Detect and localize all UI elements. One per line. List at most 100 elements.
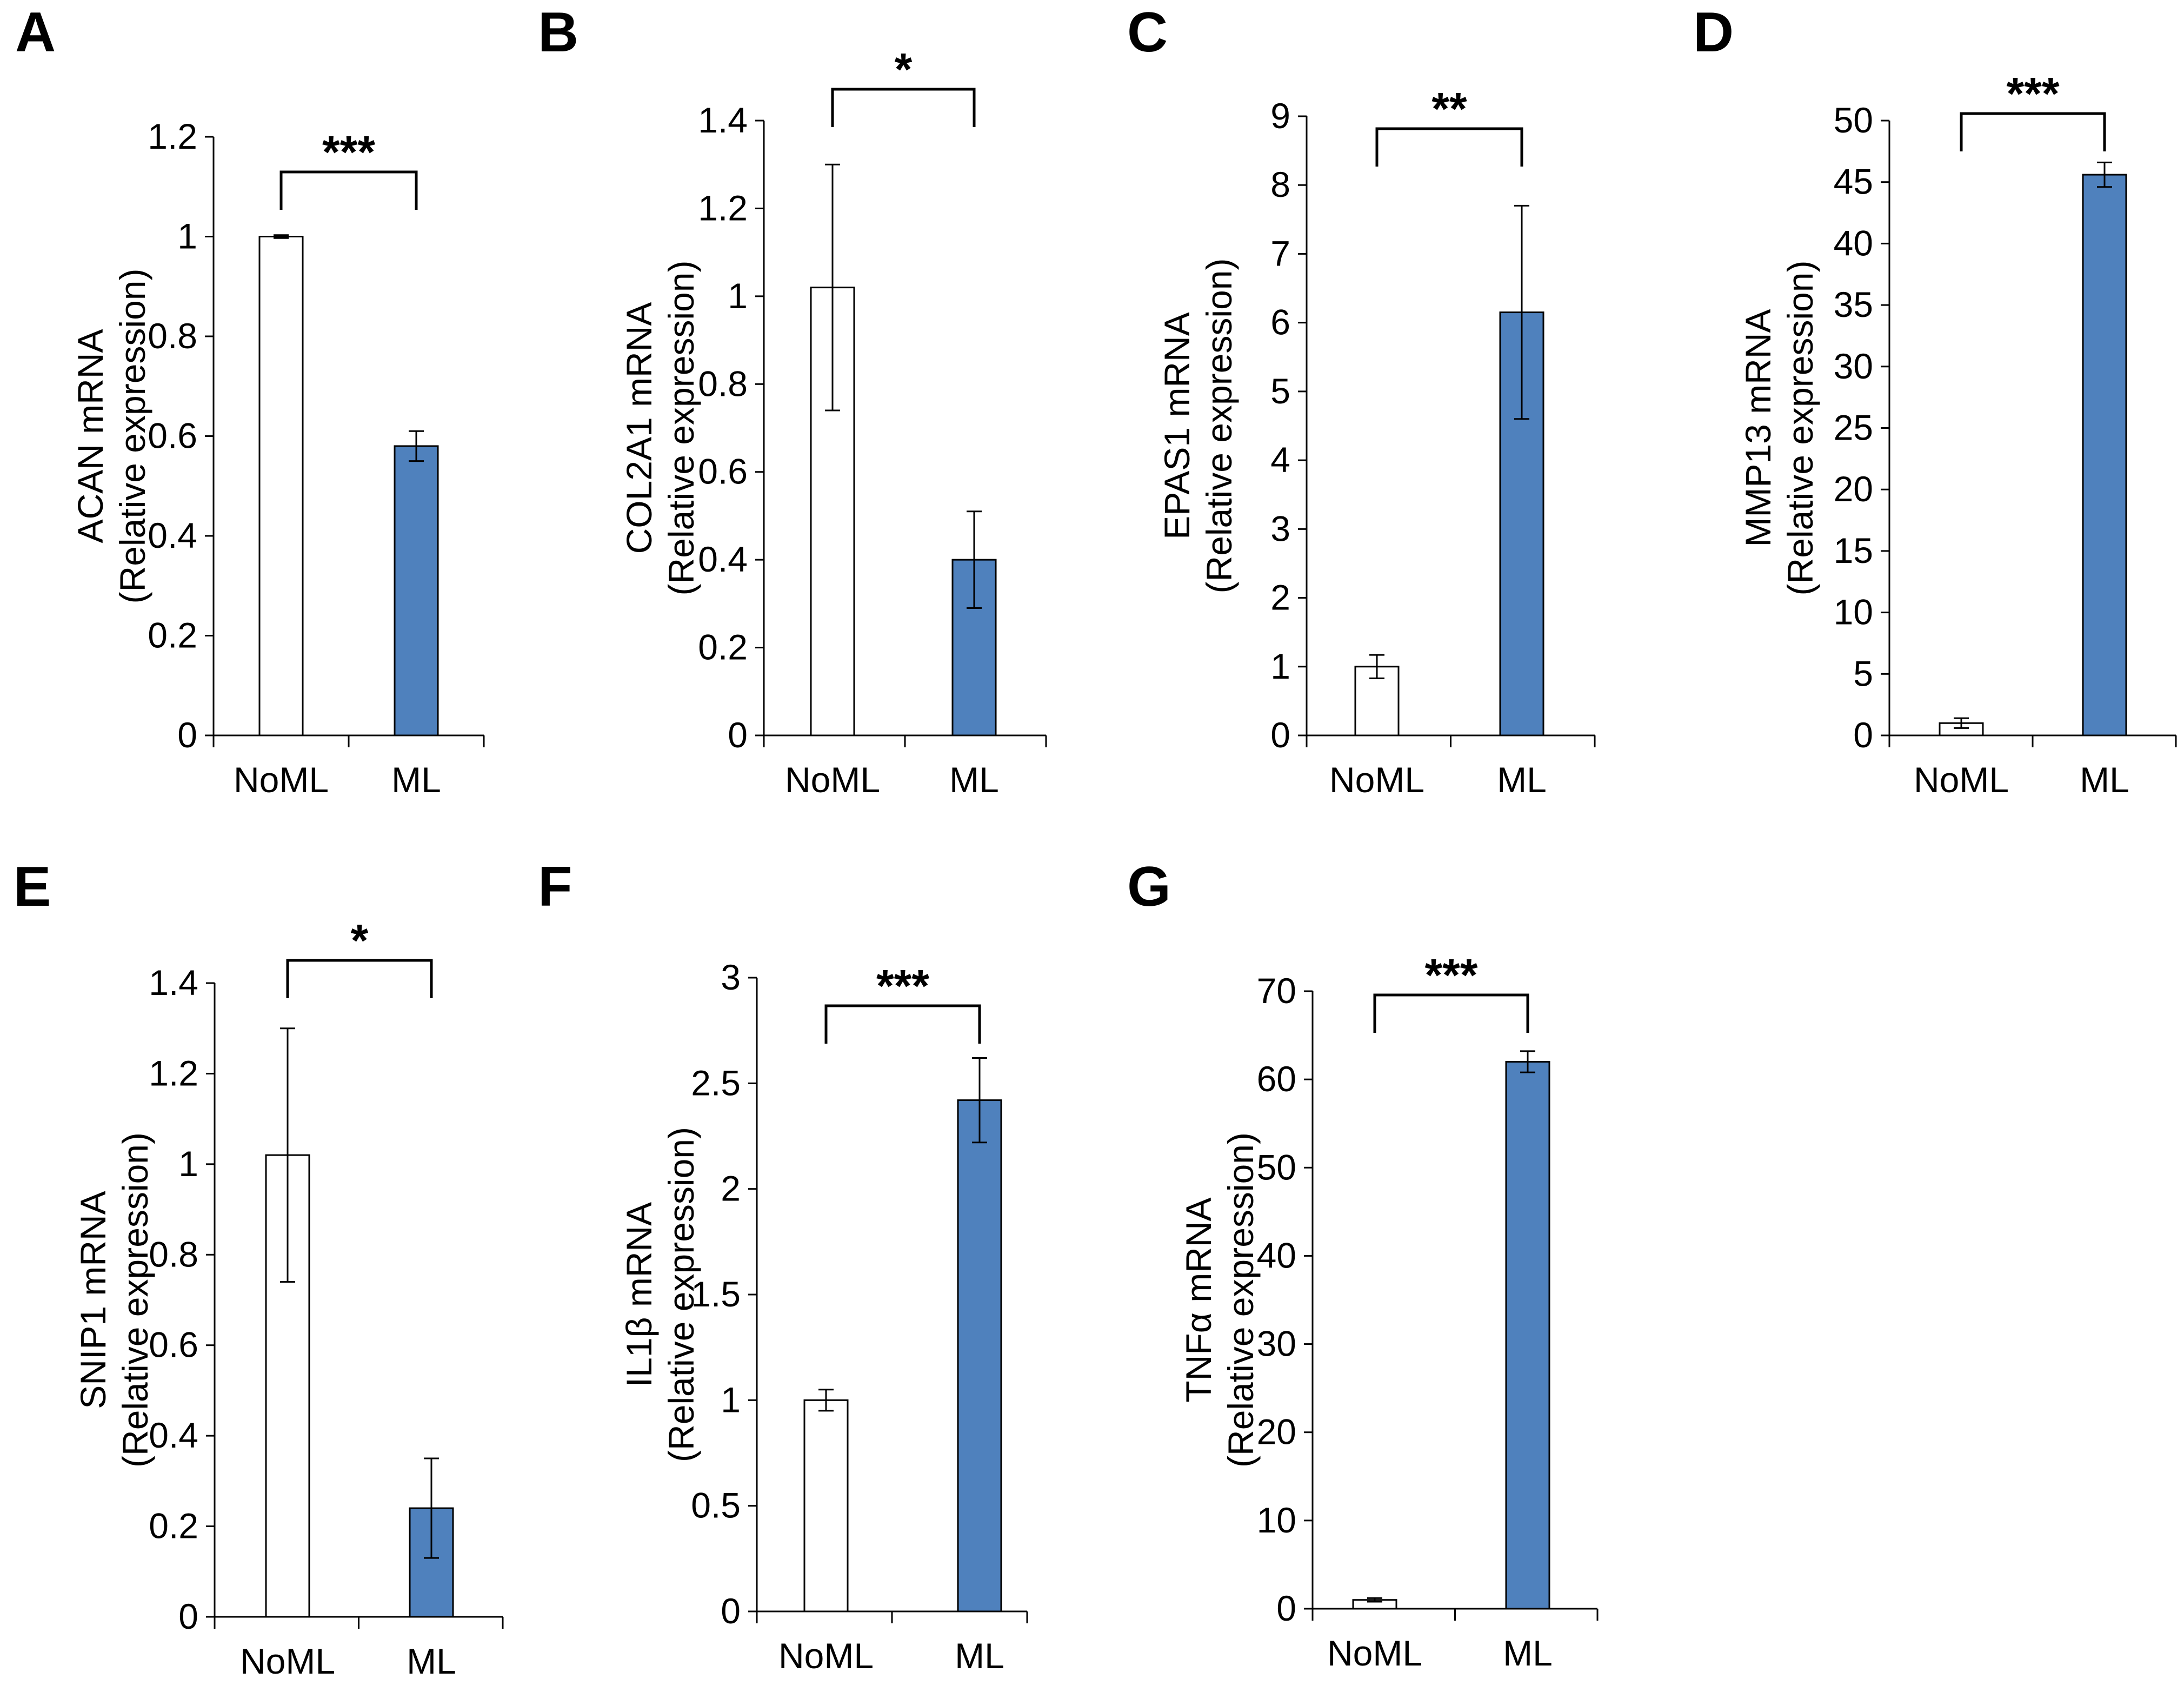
y-axis-title: IL1β mRNA(Relative expression): [619, 1127, 701, 1462]
y-axis-title-unit: (Relative expression): [115, 1132, 155, 1468]
x-tick-label: NoML: [1329, 760, 1424, 800]
significance-bracket: [286, 959, 433, 998]
significance-stars: ***: [1424, 950, 1477, 1000]
y-tick-label: 0.5: [691, 1485, 741, 1525]
chart-panel-a: A 0 0.2 0.4 0.6 0.8 1 1.2 NoML ML ACAN mRNA(Relati…: [15, 1, 485, 800]
y-tick-label: 0.8: [698, 363, 748, 403]
y-tick-label: 40: [1834, 223, 1873, 263]
y-axis-title-gene: ACAN mRNA: [70, 329, 110, 543]
y-tick-label: 1.4: [149, 963, 198, 1003]
y-tick-label: 10: [1834, 592, 1873, 632]
y-axis-title: SNIP1 mRNA(Relative expression): [73, 1132, 155, 1468]
y-tick-label: 0.2: [148, 615, 197, 655]
y-tick-label: 3: [1270, 508, 1290, 548]
y-axis-title-gene: SNIP1 mRNA: [73, 1191, 113, 1409]
panel-label: D: [1693, 1, 1734, 64]
significance-stars: *: [895, 44, 913, 95]
y-tick-label: 5: [1853, 653, 1873, 693]
y-tick-label: 0.4: [698, 539, 748, 579]
significance-stars: ***: [2006, 68, 2059, 119]
y-tick-label: 1: [728, 276, 748, 316]
bar-ml: [1505, 1061, 1550, 1610]
y-tick-label: 0: [1270, 715, 1290, 755]
y-axis-title-unit: (Relative expression): [1780, 261, 1820, 596]
x-tick-label: ML: [949, 760, 999, 800]
y-tick-label: 20: [1834, 469, 1873, 509]
y-tick-label: 35: [1834, 284, 1873, 324]
y-tick-label: 2: [721, 1169, 741, 1209]
y-axis-title: TNFα mRNA(Relative expression): [1178, 1132, 1261, 1468]
significance-bracket: [279, 170, 418, 210]
chart-panel-g: G 0 10 20 30 40 50 60 70 NoML ML TNFα mRNA(Relative…: [1127, 855, 1599, 1673]
y-tick-label: 30: [1257, 1324, 1296, 1364]
y-tick-label: 1.5: [691, 1274, 741, 1314]
x-tick-label: ML: [2080, 760, 2129, 800]
y-tick-label: 0: [177, 715, 197, 755]
y-tick-label: 1.2: [698, 188, 748, 228]
x-tick-label: ML: [955, 1636, 1004, 1676]
x-tick-label: ML: [391, 760, 441, 800]
panel-label: B: [538, 1, 578, 64]
chart-panel-b: B 0 0.2 0.4 0.6 0.8 1 1.2 1.4 NoML ML COL2A1 mRNA(R…: [538, 1, 1047, 800]
y-tick-label: 0: [178, 1596, 198, 1636]
y-tick-label: 7: [1270, 233, 1290, 273]
x-tick-label: NoML: [234, 760, 329, 800]
y-tick-label: 1: [177, 216, 197, 256]
bar-ml: [2082, 174, 2127, 736]
y-tick-label: 2.5: [691, 1063, 741, 1103]
significance-stars: ***: [876, 960, 929, 1011]
significance-stars: ***: [322, 127, 375, 177]
y-axis-title-gene: MMP13 mRNA: [1738, 309, 1778, 547]
y-axis-title-gene: COL2A1 mRNA: [619, 302, 659, 554]
significance-bracket: [831, 88, 976, 127]
bar-noml: [803, 1399, 849, 1613]
y-tick-label: 40: [1257, 1235, 1296, 1275]
y-tick-label: 8: [1270, 164, 1290, 204]
y-tick-label: 0.6: [698, 452, 748, 492]
y-tick-label: 0.4: [149, 1415, 198, 1455]
y-tick-label: 0.8: [148, 316, 197, 356]
significance-stars: *: [351, 915, 369, 966]
y-tick-label: 0: [1853, 715, 1873, 755]
y-axis-title-gene: IL1β mRNA: [619, 1202, 659, 1387]
y-tick-label: 0.8: [149, 1234, 198, 1274]
y-tick-label: 10: [1257, 1500, 1296, 1540]
y-tick-label: 5: [1270, 371, 1290, 411]
y-tick-label: 60: [1257, 1059, 1296, 1099]
y-tick-label: 0.4: [148, 515, 197, 555]
y-axis-title: MMP13 mRNA(Relative expression): [1738, 261, 1820, 596]
significance-bracket: [824, 1004, 981, 1044]
y-axis-title: ACAN mRNA(Relative expression): [70, 269, 152, 604]
y-tick-label: 0.2: [698, 627, 748, 667]
chart-panel-f: F 0 0.5 1 1.5 2 2.5 3 NoML ML IL1β mRNA(Relative e…: [538, 855, 1028, 1676]
x-tick-label: ML: [407, 1641, 456, 1681]
x-tick-label: ML: [1497, 760, 1547, 800]
y-tick-label: 25: [1834, 408, 1873, 448]
y-tick-label: 45: [1834, 162, 1873, 202]
y-tick-label: 0: [1276, 1588, 1296, 1628]
chart-panel-e: E 0 0.2 0.4 0.6 0.8 1 1.2 1.4 NoML ML SNIP1 mRNA(Re…: [14, 855, 504, 1681]
significance-bracket: [1373, 993, 1529, 1033]
x-tick-label: ML: [1503, 1633, 1553, 1673]
y-tick-label: 0.6: [149, 1325, 198, 1365]
y-tick-label: 0.2: [149, 1506, 198, 1546]
y-axis-title: EPAS1 mRNA(Relative expression): [1157, 258, 1239, 594]
y-axis-title-gene: EPAS1 mRNA: [1157, 312, 1197, 540]
y-axis-title-unit: (Relative expression): [1221, 1132, 1261, 1468]
y-tick-label: 50: [1834, 100, 1873, 140]
y-axis-title-unit: (Relative expression): [661, 261, 701, 596]
y-tick-label: 15: [1834, 530, 1873, 570]
y-tick-label: 1.4: [698, 100, 748, 140]
y-tick-label: 50: [1257, 1147, 1296, 1187]
y-axis-title-gene: TNFα mRNA: [1178, 1197, 1218, 1402]
significance-bracket: [1375, 127, 1523, 167]
y-tick-label: 1.2: [148, 116, 197, 156]
chart-panel-c: C 0 1 2 3 4 5 6 7 8 9 NoML ML EPAS1 mRNA(Relative exp…: [1127, 1, 1596, 800]
y-tick-label: 0: [721, 1591, 741, 1631]
panel-label: A: [15, 1, 56, 64]
panel-label: G: [1127, 855, 1171, 918]
x-tick-label: NoML: [1327, 1633, 1422, 1673]
y-tick-label: 1: [178, 1144, 198, 1184]
bar-noml: [258, 236, 304, 736]
x-tick-label: NoML: [1914, 760, 2009, 800]
